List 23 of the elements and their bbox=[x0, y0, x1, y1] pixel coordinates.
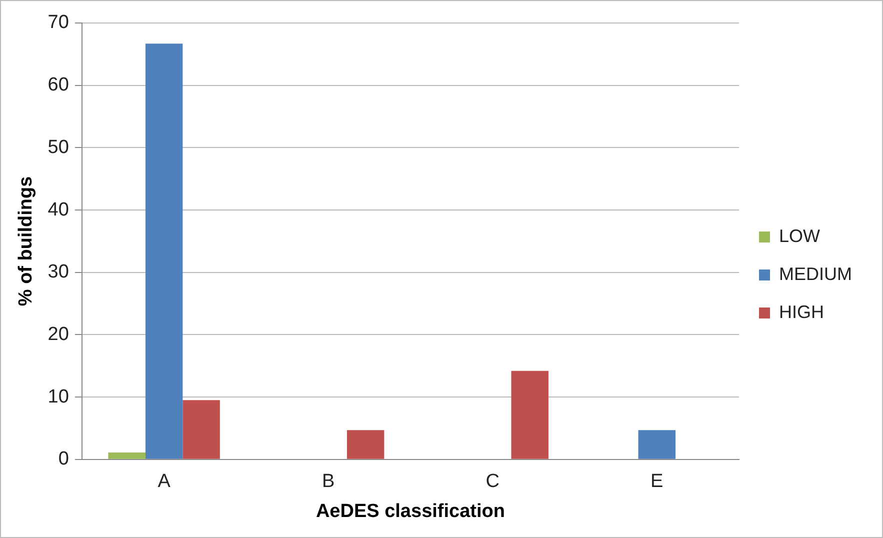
y-tick-label: 30 bbox=[48, 262, 69, 283]
legend-label: MEDIUM bbox=[779, 264, 852, 284]
y-tick-label: 0 bbox=[58, 448, 69, 470]
y-tick-label: 10 bbox=[48, 386, 69, 408]
x-tick-label: A bbox=[158, 471, 171, 492]
bar bbox=[638, 430, 676, 459]
y-axis-title: % of buildings bbox=[16, 176, 37, 306]
bar bbox=[182, 400, 220, 459]
bar bbox=[511, 370, 548, 459]
bar bbox=[145, 44, 183, 459]
x-tick-label: B bbox=[322, 471, 335, 492]
x-tick-label: C bbox=[486, 471, 500, 492]
y-tick-label: 40 bbox=[48, 199, 69, 220]
y-tick-label: 70 bbox=[48, 12, 69, 34]
y-tick-label: 60 bbox=[48, 74, 69, 96]
bar bbox=[346, 430, 384, 459]
bar bbox=[108, 452, 146, 459]
y-tick-label: 20 bbox=[48, 324, 69, 345]
x-axis-title: AeDES classification bbox=[316, 500, 505, 522]
legend-label: HIGH bbox=[779, 302, 824, 322]
y-tick-label: 50 bbox=[48, 136, 69, 158]
legend-label: LOW bbox=[779, 226, 820, 246]
x-tick-label: E bbox=[650, 471, 664, 492]
